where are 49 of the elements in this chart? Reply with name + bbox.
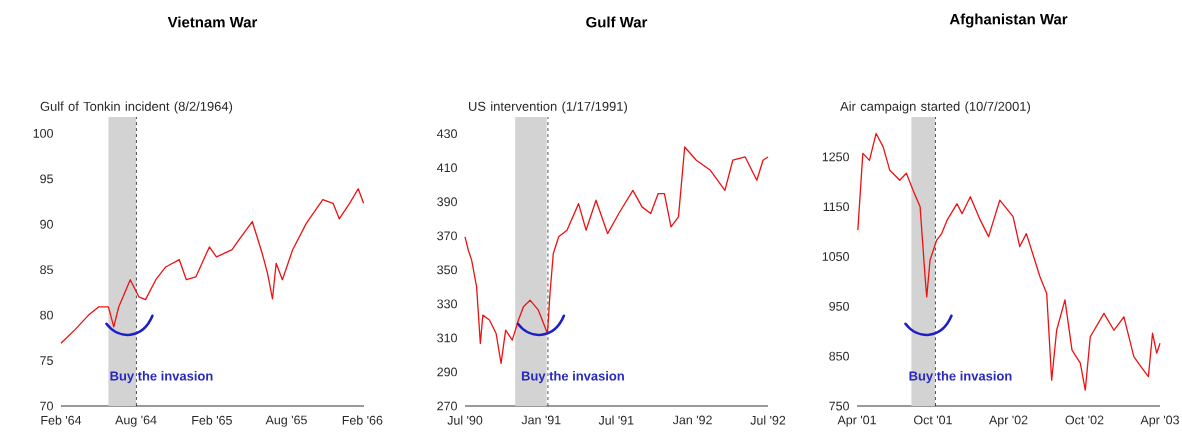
- y-tick-label: 410: [436, 163, 457, 173]
- x-tick-label: Jan '91: [521, 415, 561, 425]
- x-tick-label: Apr '02: [989, 415, 1028, 427]
- x-tick-label: Feb '64: [41, 415, 82, 425]
- y-tick-label: 850: [829, 351, 849, 361]
- annotation: Buy the invasion: [521, 371, 624, 384]
- chart-title: Afghanistan War: [949, 13, 1068, 28]
- ref-line-label: Air campaign started (10/7/2001): [840, 101, 1031, 114]
- ref-line-label: Gulf of Tonkin incident (8/2/1964): [40, 101, 233, 114]
- annotation: Buy the invasion: [110, 371, 213, 384]
- y-tick-label: 1250: [822, 152, 849, 162]
- y-tick-label: 100: [33, 128, 53, 138]
- x-tick-label: Oct '02: [1065, 415, 1104, 425]
- x-tick-label: Jul '92: [750, 415, 786, 425]
- annotation: Buy the invasion: [909, 371, 1012, 384]
- ref-line-label: US intervention (1/17/1991): [468, 101, 627, 114]
- x-tick-label: Apr '03: [1140, 415, 1179, 427]
- x-tick-label: Jul '90: [447, 415, 483, 425]
- y-tick-label: 290: [437, 367, 457, 377]
- x-tick-label: Aug '65: [265, 415, 307, 427]
- y-tick-label: 1050: [822, 252, 849, 261]
- y-tick-label: 390: [437, 197, 457, 207]
- x-tick-label: Feb '66: [342, 415, 383, 425]
- y-tick-label: 270: [437, 401, 457, 411]
- line-series: [857, 132, 1161, 391]
- chart-title: Vietnam War: [167, 16, 258, 28]
- y-tick-label: 950: [829, 301, 849, 311]
- x-tick-label: Feb '65: [192, 415, 232, 425]
- x-tick-label: Oct '01: [914, 415, 952, 425]
- y-tick-label: 85: [40, 265, 53, 275]
- y-tick-label: 330: [437, 299, 457, 309]
- y-tick-label: 80: [40, 310, 53, 320]
- y-tick-label: 350: [437, 265, 457, 275]
- x-tick-label: Aug '64: [115, 415, 157, 427]
- y-tick-label: 95: [40, 174, 53, 184]
- x-tick-label: Apr '01: [837, 415, 876, 427]
- y-tick-label: 430: [436, 129, 457, 139]
- chart-title: Gulf War: [586, 16, 648, 28]
- y-tick-label: 90: [40, 219, 53, 229]
- y-tick-label: 310: [437, 333, 457, 343]
- line-series: [464, 146, 769, 365]
- y-tick-label: 1150: [823, 202, 849, 212]
- line-series: [60, 188, 365, 344]
- x-tick-label: Jul '91: [598, 415, 634, 425]
- y-tick-label: 75: [40, 356, 53, 365]
- y-tick-label: 70: [40, 401, 53, 411]
- x-tick-label: Jan '92: [672, 415, 712, 425]
- y-tick-label: 370: [437, 231, 457, 241]
- y-tick-label: 750: [829, 401, 849, 411]
